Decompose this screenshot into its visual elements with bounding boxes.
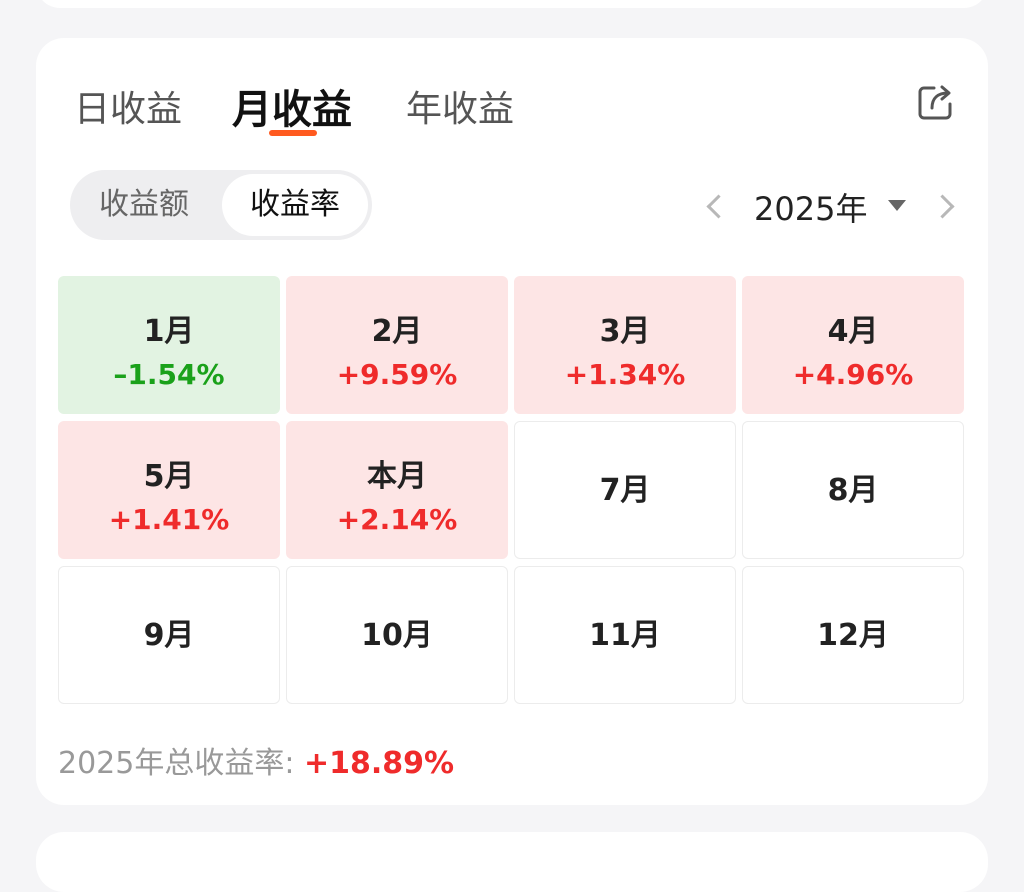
next-card bbox=[36, 832, 988, 892]
caret-down-icon[interactable] bbox=[888, 200, 906, 211]
month-return-value: +4.96% bbox=[792, 358, 914, 391]
tab-daily[interactable]: 日收益 bbox=[74, 89, 183, 130]
month-label: 3月 bbox=[599, 314, 651, 349]
tab-yearly[interactable]: 年收益 bbox=[406, 89, 515, 130]
active-tab-indicator bbox=[269, 130, 317, 136]
annual-summary: 2025年总收益率: +18.89% bbox=[58, 738, 454, 782]
month-cell[interactable]: 2月 +9.59% bbox=[286, 276, 508, 414]
month-cell[interactable]: 7月 bbox=[514, 421, 736, 559]
month-return-value: +2.14% bbox=[336, 503, 458, 536]
month-cell[interactable]: 3月 +1.34% bbox=[514, 276, 736, 414]
month-cell[interactable]: 5月 +1.41% bbox=[58, 421, 280, 559]
month-label: 9月 bbox=[143, 618, 195, 653]
segment-amount[interactable]: 收益额 bbox=[99, 187, 189, 222]
month-return-value: +1.41% bbox=[108, 503, 230, 536]
month-label: 11月 bbox=[589, 618, 661, 653]
month-label: 8月 bbox=[827, 473, 879, 508]
month-return-value: –1.54% bbox=[113, 358, 225, 391]
month-grid: 1月 –1.54% 2月 +9.59% 3月 +1.34% 4月 +4.96% 5月 +1.41%… bbox=[58, 276, 966, 704]
month-cell[interactable]: 11月 bbox=[514, 566, 736, 704]
annual-summary-label: 2025年总收益率: bbox=[58, 746, 295, 781]
month-cell[interactable]: 9月 bbox=[58, 566, 280, 704]
month-cell[interactable]: 本月 +2.14% bbox=[286, 421, 508, 559]
annual-total-rate: +18.89% bbox=[304, 746, 455, 781]
month-cell[interactable]: 4月 +4.96% bbox=[742, 276, 964, 414]
tab-monthly[interactable]: 月收益 bbox=[232, 87, 352, 133]
previous-card bbox=[36, 0, 988, 8]
share-icon[interactable] bbox=[916, 82, 956, 122]
metric-segmented-control: 收益额 收益率 bbox=[70, 170, 372, 240]
month-label: 10月 bbox=[361, 618, 433, 653]
month-label: 7月 bbox=[599, 473, 651, 508]
month-cell[interactable]: 8月 bbox=[742, 421, 964, 559]
month-label: 1月 bbox=[143, 314, 195, 349]
chevron-left-icon[interactable] bbox=[706, 194, 731, 219]
month-return-value: +9.59% bbox=[336, 358, 458, 391]
chevron-right-icon[interactable] bbox=[930, 194, 955, 219]
month-return-value: +1.34% bbox=[564, 358, 686, 391]
month-label: 2月 bbox=[371, 314, 423, 349]
year-selector[interactable]: 2025年 bbox=[754, 190, 868, 228]
segment-rate[interactable]: 收益率 bbox=[222, 174, 368, 236]
month-cell[interactable]: 1月 –1.54% bbox=[58, 276, 280, 414]
month-label: 12月 bbox=[817, 618, 889, 653]
month-label: 4月 bbox=[827, 314, 879, 349]
monthly-returns-card: 日收益 月收益 年收益 收益额 收益率 2025年 1月 –1.54% 2月 +9.5… bbox=[36, 38, 988, 805]
month-label: 5月 bbox=[143, 459, 195, 494]
month-cell[interactable]: 12月 bbox=[742, 566, 964, 704]
month-label: 本月 bbox=[367, 459, 427, 494]
month-cell[interactable]: 10月 bbox=[286, 566, 508, 704]
